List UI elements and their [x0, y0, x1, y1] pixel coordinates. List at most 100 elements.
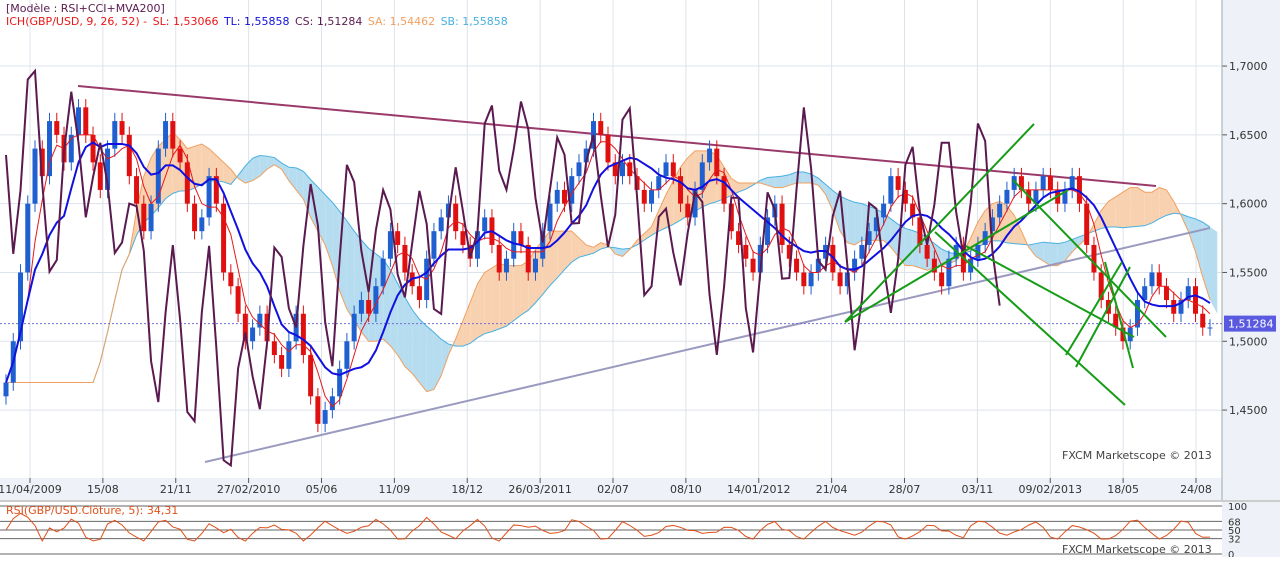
candle-body	[765, 217, 771, 245]
x-tick-label: 03/11	[962, 483, 994, 496]
candle-body	[496, 244, 502, 273]
candle-body	[250, 327, 256, 342]
rsi-tick-label: 50	[1228, 526, 1241, 537]
cloud-segment	[390, 269, 398, 356]
candle-body	[779, 203, 785, 245]
candle-body	[134, 176, 140, 204]
candle-body	[612, 162, 618, 177]
candle-body	[583, 148, 589, 163]
candle-body	[598, 121, 604, 135]
candle-body	[540, 231, 546, 259]
candle-body	[126, 134, 132, 177]
x-tick-label: 08/10	[670, 483, 702, 496]
candle-body	[503, 258, 509, 273]
candle-body	[1134, 299, 1140, 328]
candle-body	[395, 231, 401, 245]
cloud-segment	[782, 174, 790, 188]
candle-body	[1069, 176, 1075, 190]
candle-body	[852, 258, 858, 273]
candle-body	[554, 189, 560, 204]
x-tick-label: 09/02/2013	[1019, 483, 1082, 496]
channel-line	[844, 189, 1069, 323]
candle-body	[620, 162, 626, 177]
candle-body	[692, 189, 698, 218]
candle-body	[1040, 176, 1046, 190]
candle-body	[1113, 313, 1119, 328]
model-label: [Modèle : RSI+CCI+MVA200]	[6, 2, 165, 15]
resistance-trendline	[77, 85, 1157, 187]
candle-body	[32, 148, 38, 204]
candle-body	[946, 258, 952, 287]
candle-body	[163, 121, 169, 149]
candle-body	[337, 368, 343, 397]
tenkan-line	[5, 134, 1211, 408]
candle-body	[177, 148, 183, 163]
cloud-segment	[419, 319, 427, 392]
candle-body	[228, 272, 234, 287]
candle-body	[714, 148, 720, 177]
candle-body	[859, 244, 865, 259]
channel-line	[934, 231, 1126, 406]
cloud-segment	[448, 338, 456, 356]
candle-body	[438, 217, 444, 232]
cloud-segment	[194, 144, 202, 189]
candle-body	[76, 107, 82, 135]
x-tick-label: 26/03/2011	[508, 483, 571, 496]
candle-body	[286, 341, 292, 369]
cloud-segment	[1043, 242, 1051, 266]
candle-body	[786, 244, 792, 259]
candle-body	[1142, 286, 1148, 300]
last-price-marker	[1224, 315, 1276, 332]
candle-body	[264, 313, 270, 342]
sa-value: SA: 1,54462	[367, 15, 436, 28]
rsi-axis-panel	[1222, 502, 1280, 557]
candle-body	[221, 203, 227, 273]
candle-body	[721, 176, 727, 204]
x-tick-label: 18/12	[451, 483, 483, 496]
cloud-segment	[1108, 196, 1116, 228]
cloud-segment	[296, 167, 304, 200]
candle-body	[670, 162, 676, 177]
y-tick-label: 1,6000	[1229, 198, 1268, 211]
candle-body	[387, 231, 393, 259]
candle-body	[815, 258, 821, 273]
cloud-segment	[216, 155, 224, 182]
candle-body	[141, 203, 147, 232]
candle-body	[105, 148, 111, 190]
candle-body	[482, 217, 488, 232]
candle-body	[300, 313, 306, 356]
candle-body	[1192, 286, 1198, 314]
cloud-segment	[404, 297, 413, 374]
candle-body	[358, 299, 364, 314]
candle-body	[453, 203, 459, 232]
cloud-segment	[847, 199, 855, 245]
cloud-segment	[905, 228, 913, 266]
y-tick-label: 1,4500	[1229, 404, 1268, 417]
candle-body	[1163, 286, 1169, 300]
cloud-segment	[1064, 239, 1073, 261]
candle-body	[801, 272, 807, 287]
candle-body	[329, 396, 335, 411]
cloud-segment	[825, 184, 833, 211]
cloud-segment	[1137, 187, 1145, 227]
x-tick-label: 05/06	[306, 483, 338, 496]
cloud-segment	[513, 265, 521, 321]
candle-body	[685, 203, 691, 218]
cloud-segment	[1159, 187, 1167, 219]
time-axis-panel	[0, 478, 1222, 500]
candle-body	[866, 231, 872, 245]
cloud-segment	[209, 148, 217, 181]
candle-body	[663, 162, 669, 177]
candle-body	[1156, 272, 1162, 287]
ich-label: ICH(GBP/USD, 9, 26, 52) -	[6, 15, 148, 28]
candle-body	[1207, 327, 1213, 329]
candle-body	[1091, 244, 1097, 273]
x-tick-label: 15/08	[87, 483, 119, 496]
candle-body	[1149, 272, 1155, 287]
candle-body	[25, 203, 31, 273]
x-tick-label: 02/07	[597, 483, 629, 496]
cloud-segment	[267, 156, 275, 170]
x-tick-label: 11/04/2009	[0, 483, 62, 496]
cloud-segment	[346, 220, 355, 321]
cloud-segment	[252, 155, 260, 181]
